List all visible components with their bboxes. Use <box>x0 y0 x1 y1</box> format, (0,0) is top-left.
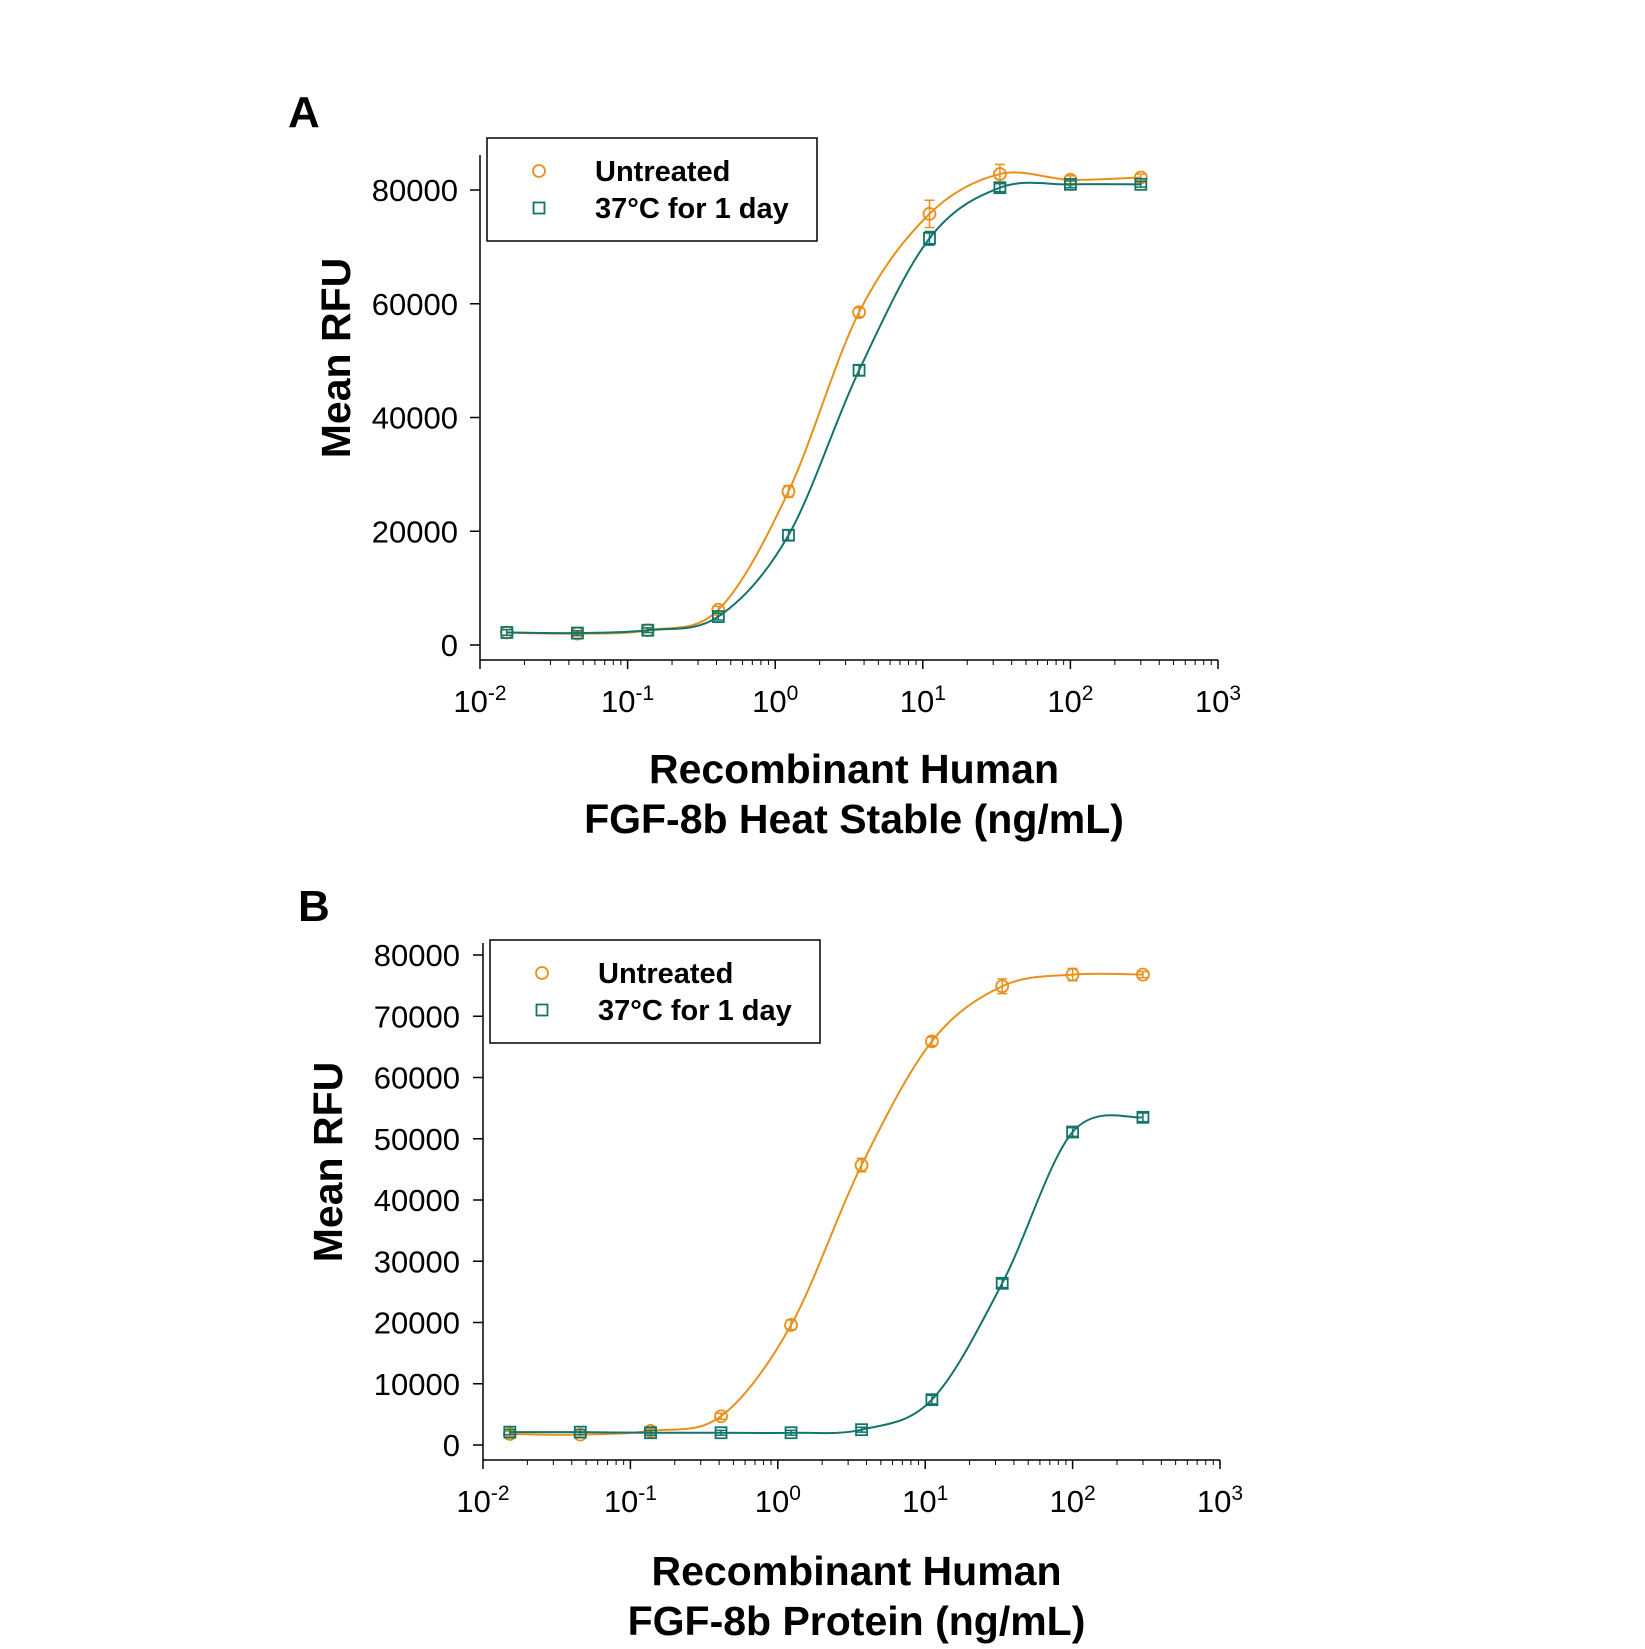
panel-b: B 0 10000 20000 30000 40000 50000 60000 70000 800… <box>298 882 1243 1644</box>
data-point-untreated <box>993 167 1007 181</box>
legend: Untreated 37°C for 1 day <box>489 939 821 1044</box>
legend-marker-square <box>532 201 546 215</box>
data-point-untreated <box>714 1409 728 1424</box>
y-tick-label: 10000 <box>374 1367 460 1402</box>
legend-marker-square <box>535 1003 549 1017</box>
x-tick-label: 101 <box>902 1482 948 1519</box>
y-tick-label: 70000 <box>374 999 460 1034</box>
panel-letter: B <box>298 882 330 931</box>
data-point-untreated <box>781 484 796 499</box>
data-point-heated <box>993 181 1007 195</box>
y-tick-label: 60000 <box>372 287 458 322</box>
x-tick-label: 103 <box>1195 682 1241 719</box>
legend-box <box>486 137 818 242</box>
y-tick-label: 60000 <box>374 1061 460 1096</box>
data-point-heated <box>925 1393 939 1407</box>
y-tick-label: 50000 <box>374 1122 460 1157</box>
x-tick-label: 101 <box>900 682 946 719</box>
data-point-untreated <box>922 206 937 221</box>
series-line-heated <box>506 181 1141 635</box>
x-tick-label: 103 <box>1197 1482 1243 1519</box>
x-tick-label: 10-2 <box>456 1482 509 1519</box>
data-point-untreated <box>1136 967 1150 982</box>
y-tick-label: 80000 <box>372 173 458 208</box>
x-tick-label: 10-1 <box>604 1482 657 1519</box>
x-axis-title-line: Recombinant Human <box>651 1548 1061 1594</box>
data-point-heated <box>644 1426 657 1440</box>
data-point-heated <box>500 626 514 639</box>
x-tick-label: 10-1 <box>601 682 654 719</box>
data-point-heated <box>784 1426 798 1440</box>
y-axis-title: Mean RFU <box>313 258 359 458</box>
x-tick-label: 100 <box>755 1482 801 1519</box>
x-axis-title-line: Recombinant Human <box>649 746 1059 792</box>
y-tick-label: 40000 <box>372 401 458 436</box>
legend: Untreated 37°C for 1 day <box>486 137 818 242</box>
legend-label: 37°C for 1 day <box>598 995 792 1027</box>
legend-label: Untreated <box>595 156 730 188</box>
data-point-heated <box>995 1276 1009 1290</box>
x-tick-label: 102 <box>1050 1482 1096 1519</box>
data-point-heated <box>573 1425 587 1439</box>
x-tick-label: 10-2 <box>453 682 506 719</box>
data-point-heated <box>923 231 936 245</box>
x-axis-title-line: FGF-8b Heat Stable (ng/mL) <box>584 796 1124 842</box>
y-tick-label: 0 <box>443 1428 460 1463</box>
data-point-heated <box>714 1426 728 1440</box>
y-tick-label: 40000 <box>374 1183 460 1218</box>
y-tick-label: 20000 <box>374 1306 460 1341</box>
legend-marker-circle <box>532 164 546 178</box>
data-point-heated <box>1066 1125 1079 1139</box>
legend-label: Untreated <box>598 958 733 990</box>
series-line-heated <box>509 1114 1144 1435</box>
data-point-heated <box>1134 177 1148 191</box>
x-tick-label: 102 <box>1047 682 1093 719</box>
data-point-heated <box>855 1423 868 1437</box>
panel-a: A 0 20000 40000 60000 80000 10-2 10-1 100 101 102 1… <box>288 88 1241 842</box>
y-tick-label: 0 <box>441 628 458 663</box>
y-axis-title: Mean RFU <box>305 1062 351 1262</box>
y-tick-label: 20000 <box>372 514 458 549</box>
y-tick-label: 30000 <box>374 1244 460 1279</box>
y-tick-label: 80000 <box>374 938 460 973</box>
data-point-heated <box>1136 1110 1150 1124</box>
x-axis-title-line: FGF-8b Protein (ng/mL) <box>628 1598 1086 1644</box>
legend-label: 37°C for 1 day <box>595 193 789 225</box>
data-point-heated <box>711 610 725 623</box>
legend-box <box>489 939 821 1044</box>
data-point-heated <box>641 623 655 637</box>
data-point-untreated <box>995 979 1010 994</box>
data-point-heated <box>503 1425 517 1439</box>
legend-marker-circle <box>535 966 549 980</box>
data-point-untreated <box>854 1158 869 1172</box>
data-point-heated <box>1064 177 1077 191</box>
data-point-untreated <box>784 1318 798 1332</box>
data-point-untreated <box>1065 967 1080 982</box>
panel-letter: A <box>288 88 320 137</box>
data-point-untreated <box>852 305 866 320</box>
data-point-heated <box>852 363 866 377</box>
data-point-heated <box>782 528 795 542</box>
data-point-heated <box>571 626 584 640</box>
data-point-untreated <box>924 1034 939 1049</box>
x-tick-label: 100 <box>752 682 798 719</box>
